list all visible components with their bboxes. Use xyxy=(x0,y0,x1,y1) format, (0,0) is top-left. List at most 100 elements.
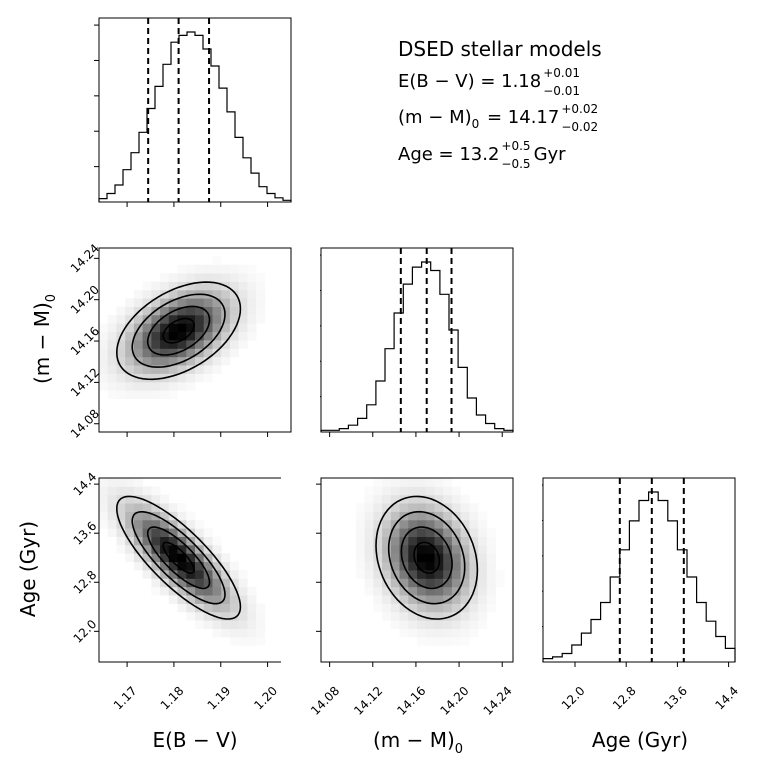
density-cell xyxy=(186,323,196,333)
density-cell xyxy=(247,636,257,646)
density-cell xyxy=(229,348,239,358)
density-cell xyxy=(221,331,231,341)
density-cell xyxy=(160,536,170,546)
density-cell xyxy=(212,628,222,638)
density-cell xyxy=(151,561,161,571)
density-cell xyxy=(382,611,392,621)
density-cell xyxy=(238,273,248,282)
density-cell xyxy=(221,340,231,349)
density-cell xyxy=(399,578,409,588)
density-cell xyxy=(125,390,135,399)
density-cell xyxy=(99,365,109,374)
density-cell xyxy=(408,553,418,563)
density-cell xyxy=(116,348,126,358)
density-cell xyxy=(177,381,187,391)
density-cell xyxy=(99,381,109,391)
mask-left xyxy=(59,438,99,702)
density-cell xyxy=(256,620,266,629)
density-cell xyxy=(168,298,178,307)
density-cell xyxy=(168,595,178,604)
density-cell xyxy=(256,281,266,291)
density-cell xyxy=(382,536,392,546)
density-cell xyxy=(443,578,453,588)
density-cell xyxy=(133,553,143,563)
density-cell xyxy=(160,348,170,358)
density-cell xyxy=(195,373,205,383)
density-cell xyxy=(256,273,266,282)
legend-age-lower: −0.5 xyxy=(501,157,531,171)
mask-top xyxy=(99,218,291,248)
density-cell xyxy=(451,595,461,604)
density-cell xyxy=(434,620,444,629)
mask-bottom xyxy=(99,432,291,447)
density-cell xyxy=(151,544,161,554)
density-cell xyxy=(125,478,135,487)
density-cell xyxy=(221,603,231,613)
density-cell xyxy=(125,365,135,374)
density-cell xyxy=(355,519,365,529)
density-cell xyxy=(229,561,239,571)
density-cell xyxy=(177,348,187,358)
hist-step-ebv xyxy=(98,31,292,202)
density-cell xyxy=(443,511,453,521)
density-cell xyxy=(247,323,257,333)
density-cell xyxy=(133,511,143,521)
density-cell xyxy=(142,381,152,391)
density-cell xyxy=(125,494,135,504)
density-cell xyxy=(460,586,470,596)
density-cell xyxy=(195,528,205,537)
density-cell xyxy=(399,486,409,496)
density-panel-age-vs-mm xyxy=(281,438,542,702)
density-cell xyxy=(443,519,453,529)
density-cell xyxy=(203,586,213,596)
density-cell xyxy=(212,323,222,333)
density-cell xyxy=(160,519,170,529)
density-cell xyxy=(434,503,444,512)
hist-frame-ebv xyxy=(98,17,292,203)
density-cell xyxy=(160,340,170,349)
density-cell xyxy=(212,264,222,274)
density-cell xyxy=(373,603,383,613)
density-cell xyxy=(417,570,427,579)
density-cell xyxy=(133,528,143,537)
density-cell xyxy=(443,478,453,487)
density-cell xyxy=(203,331,213,341)
density-cell xyxy=(168,323,178,333)
density-cell xyxy=(212,586,222,596)
density-cell xyxy=(390,620,400,629)
density-cell xyxy=(212,603,222,613)
density-cell xyxy=(443,603,453,613)
density-cell xyxy=(460,511,470,521)
density-cell xyxy=(125,306,135,316)
density-cell xyxy=(373,486,383,496)
density-cell xyxy=(425,620,435,629)
density-cell xyxy=(116,340,126,349)
density-cell xyxy=(168,281,178,291)
legend-mm: (m − M)0 = 14.17 +0.02 −0.02 xyxy=(398,103,738,133)
density-cell xyxy=(425,636,435,646)
density-cell xyxy=(238,578,248,588)
density-cell xyxy=(460,519,470,529)
legend-mm-subscript: 0 xyxy=(471,117,480,131)
density-cell xyxy=(212,256,222,266)
density-cell xyxy=(417,519,427,529)
density-cell xyxy=(142,323,152,333)
density-cell xyxy=(177,289,187,299)
density-cell xyxy=(125,486,135,496)
density-cell xyxy=(177,273,187,282)
density-cell xyxy=(399,603,409,613)
density-cell xyxy=(151,503,161,512)
density-cell xyxy=(373,586,383,596)
density-cell xyxy=(229,289,239,299)
hist-step-age xyxy=(542,491,736,662)
contour-level-4 xyxy=(375,495,479,620)
density-cell xyxy=(373,570,383,579)
density-cell xyxy=(382,603,392,613)
density-cell xyxy=(364,519,374,529)
density-cell xyxy=(116,323,126,333)
density-cell xyxy=(116,356,126,366)
density-cell xyxy=(221,553,231,563)
density-cell xyxy=(195,553,205,563)
density-cell xyxy=(417,536,427,546)
density-cell xyxy=(195,536,205,546)
